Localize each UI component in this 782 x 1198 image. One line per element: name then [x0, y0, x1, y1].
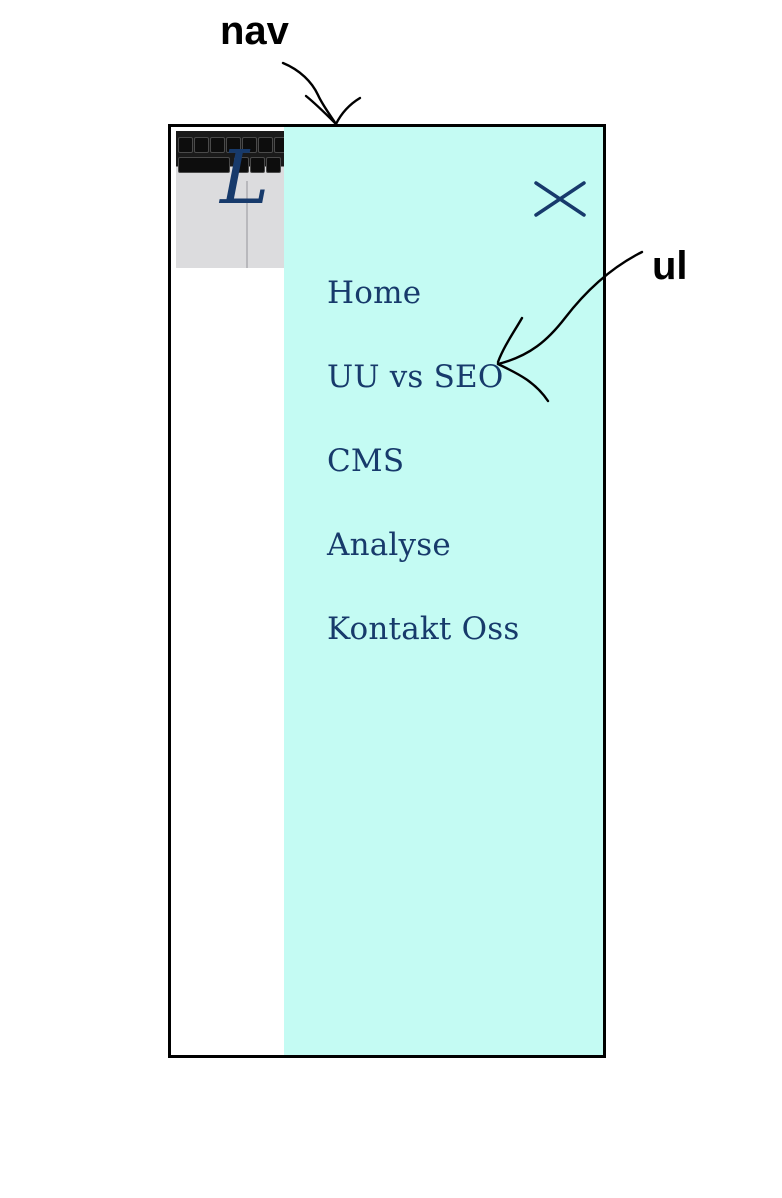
menu-item: Analyse — [327, 525, 519, 609]
laptop-edge — [246, 181, 248, 268]
phone-frame-nav: L Home UU vs SEO CMS Analyse Kontakt Oss — [168, 124, 606, 1058]
logo-script: L — [220, 135, 270, 221]
menu-item: UU vs SEO — [327, 357, 519, 441]
menu-panel-ul: Home UU vs SEO CMS Analyse Kontakt Oss — [284, 127, 603, 1055]
menu-item: Kontakt Oss — [327, 609, 519, 693]
nav-arrow-icon — [281, 61, 338, 126]
nav-annotation-label: nav — [220, 9, 289, 53]
menu-link-uu-vs-seo[interactable]: UU vs SEO — [327, 359, 504, 395]
menu-item: CMS — [327, 441, 519, 525]
ul-arrow-icon — [496, 250, 644, 366]
ul-arrowhead-top-icon — [496, 316, 524, 364]
menu-link-home[interactable]: Home — [327, 275, 422, 311]
ul-annotation-label: ul — [652, 244, 688, 288]
nav-arrowhead-left-icon — [304, 94, 338, 126]
close-icon[interactable] — [532, 179, 588, 219]
keyboard-keys — [176, 137, 284, 177]
menu-item: Home — [327, 273, 519, 357]
nav-arrowhead-right-icon — [334, 96, 362, 126]
menu-link-cms[interactable]: CMS — [327, 443, 405, 479]
menu-link-analyse[interactable]: Analyse — [327, 527, 451, 563]
ul-arrowhead-bottom-icon — [496, 362, 550, 403]
menu-link-kontakt-oss[interactable]: Kontakt Oss — [327, 611, 520, 647]
hero-image: L — [176, 131, 284, 268]
menu-list: Home UU vs SEO CMS Analyse Kontakt Oss — [327, 273, 519, 693]
